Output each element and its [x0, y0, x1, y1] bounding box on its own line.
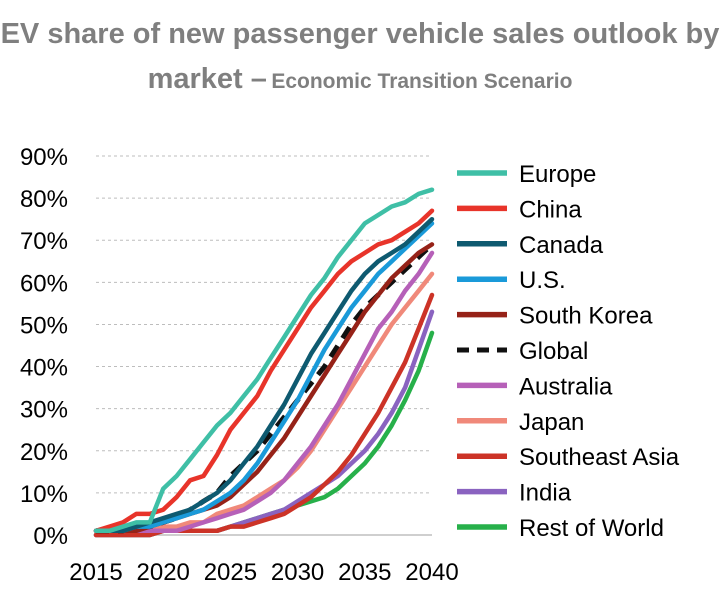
y-tick-label: 30%: [20, 397, 68, 424]
x-tick-label: 2025: [204, 559, 257, 586]
y-tick-label: 20%: [20, 439, 68, 466]
legend-label-south-korea: South Korea: [519, 303, 653, 330]
y-tick-label: 60%: [20, 270, 68, 297]
series-line-u-s-: [93, 221, 435, 534]
y-tick-label: 0%: [33, 523, 68, 550]
series-line-australia: [93, 250, 435, 534]
x-tick-label: 2015: [69, 559, 122, 586]
legend-label-china: China: [519, 196, 582, 223]
title-line-1: EV share of new passenger vehicle sales …: [0, 18, 720, 50]
y-tick-label: 70%: [20, 228, 68, 255]
series-line-canada: [93, 216, 435, 534]
legend-label-europe: Europe: [519, 161, 596, 188]
y-tick-label: 50%: [20, 312, 68, 339]
title-line-2: market – Economic Transition Scenario: [0, 59, 720, 104]
title-line-2-main: market –: [147, 63, 267, 95]
series-line-europe: [93, 187, 435, 534]
y-axis-ticks: 0% 10% 20% 30% 40% 50% 60% 70% 80% 90%: [20, 144, 68, 550]
series-lines: [93, 187, 435, 538]
legend-label-rest-of-world: Rest of World: [519, 515, 664, 542]
series-line-india: [93, 309, 435, 538]
x-tick-label: 2035: [338, 559, 391, 586]
chart-title: EV share of new passenger vehicle sales …: [0, 14, 720, 104]
legend-label-canada: Canada: [519, 232, 604, 259]
legend-label-japan: Japan: [519, 409, 584, 436]
y-tick-label: 90%: [20, 144, 68, 171]
legend-label-u-s-: U.S.: [519, 267, 566, 294]
x-tick-label: 2040: [405, 559, 458, 586]
x-axis-ticks: 2015 2020 2025 2030 2035 2040: [69, 559, 458, 586]
x-tick-label: 2020: [137, 559, 190, 586]
legend-label-australia: Australia: [519, 373, 613, 400]
series-line-southeast-asia: [93, 292, 435, 538]
legend: Europe China Canada U.S. South Korea Global Au…: [457, 161, 680, 542]
legend-label-india: India: [519, 480, 572, 507]
x-tick-label: 2030: [271, 559, 324, 586]
y-tick-label: 80%: [20, 186, 68, 213]
y-tick-label: 40%: [20, 355, 68, 382]
legend-label-global: Global: [519, 338, 588, 365]
legend-label-southeast-asia: Southeast Asia: [519, 444, 680, 471]
y-tick-label: 10%: [20, 481, 68, 508]
chart-subtitle: Economic Transition Scenario: [271, 70, 573, 93]
